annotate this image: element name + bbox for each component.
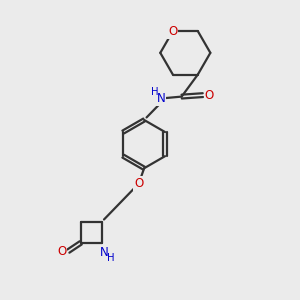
Text: H: H: [151, 87, 158, 97]
Text: N: N: [100, 246, 109, 259]
Text: O: O: [57, 244, 67, 258]
Text: O: O: [134, 177, 143, 190]
Text: O: O: [168, 25, 177, 38]
Text: O: O: [205, 88, 214, 102]
Text: N: N: [157, 92, 165, 105]
Text: H: H: [107, 253, 115, 262]
